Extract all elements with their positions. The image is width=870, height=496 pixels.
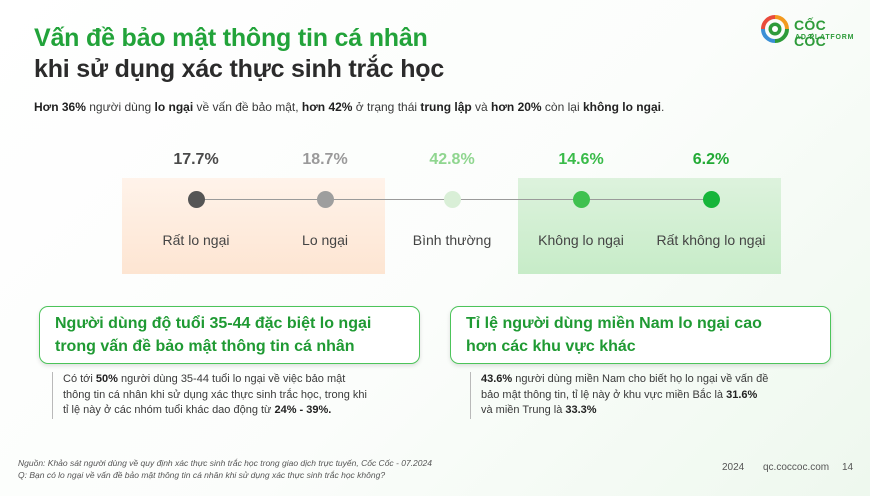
scale-dot-neutral (443, 191, 461, 208)
region-insight-card: Tỉ lệ người dùng miền Nam lo ngại cao hơ… (450, 306, 831, 364)
scale-label-not-concerned: Không lo ngại (538, 232, 624, 248)
age-insight-card: Người dùng độ tuổi 35-44 đặc biệt lo ngạ… (39, 306, 420, 364)
age-insight-title: Người dùng độ tuổi 35-44 đặc biệt lo ngạ… (55, 315, 372, 355)
coccoc-logo: CỐC CỐC AD PLATFORM (760, 14, 860, 49)
scale-label-very-not-concerned: Rất không lo ngại (656, 232, 766, 248)
scale-label-neutral: Bình thường (412, 232, 492, 248)
summary-text: Hơn 36% người dùng lo ngại về vấn đề bảo… (34, 100, 665, 114)
scale-label-concerned: Lo ngại (302, 232, 348, 248)
scale-percent-very-not-concerned: 6.2% (692, 151, 730, 168)
logo-wordmark: CỐC CỐC (794, 17, 827, 49)
scale-dot-very-concerned (187, 191, 205, 208)
footer-year: 2024 (722, 462, 745, 473)
coccoc-logo-icon (761, 15, 789, 43)
scale-percent-very-concerned: 17.7% (173, 151, 219, 168)
page-title: Vấn đề bảo mật thông tin cá nhân (34, 24, 428, 52)
scale-percent-neutral: 42.8% (429, 151, 475, 168)
scale-dot-concerned (316, 191, 334, 208)
scale-percent-concerned: 18.7% (302, 151, 348, 168)
concerned-zone (122, 178, 385, 274)
source-note: Nguồn: Khảo sát người dùng về quy định x… (18, 458, 432, 480)
region-insight-title: Tỉ lệ người dùng miền Nam lo ngại cao hơ… (466, 315, 762, 355)
region-insight-detail: 43.6% người dùng miền Nam cho biết họ lo… (470, 372, 820, 419)
concern-scale: 17.7% Rất lo ngại 18.7% Lo ngại 42.8% Bì… (122, 140, 782, 280)
scale-label-very-concerned: Rất lo ngại (162, 232, 230, 248)
page-number: 14 (842, 462, 854, 473)
scale-percent-not-concerned: 14.6% (558, 151, 604, 168)
age-insight-detail: Có tới 50% người dùng 35-44 tuổi lo ngại… (52, 372, 412, 419)
footer-website-link[interactable]: qc.coccoc.com (763, 462, 830, 473)
scale-dot-not-concerned (572, 191, 590, 208)
page-subtitle: khi sử dụng xác thực sinh trắc học (34, 55, 445, 83)
not-concerned-zone (518, 178, 781, 274)
scale-dot-very-not-concerned (702, 191, 720, 208)
logo-subtitle: AD PLATFORM (795, 34, 855, 41)
